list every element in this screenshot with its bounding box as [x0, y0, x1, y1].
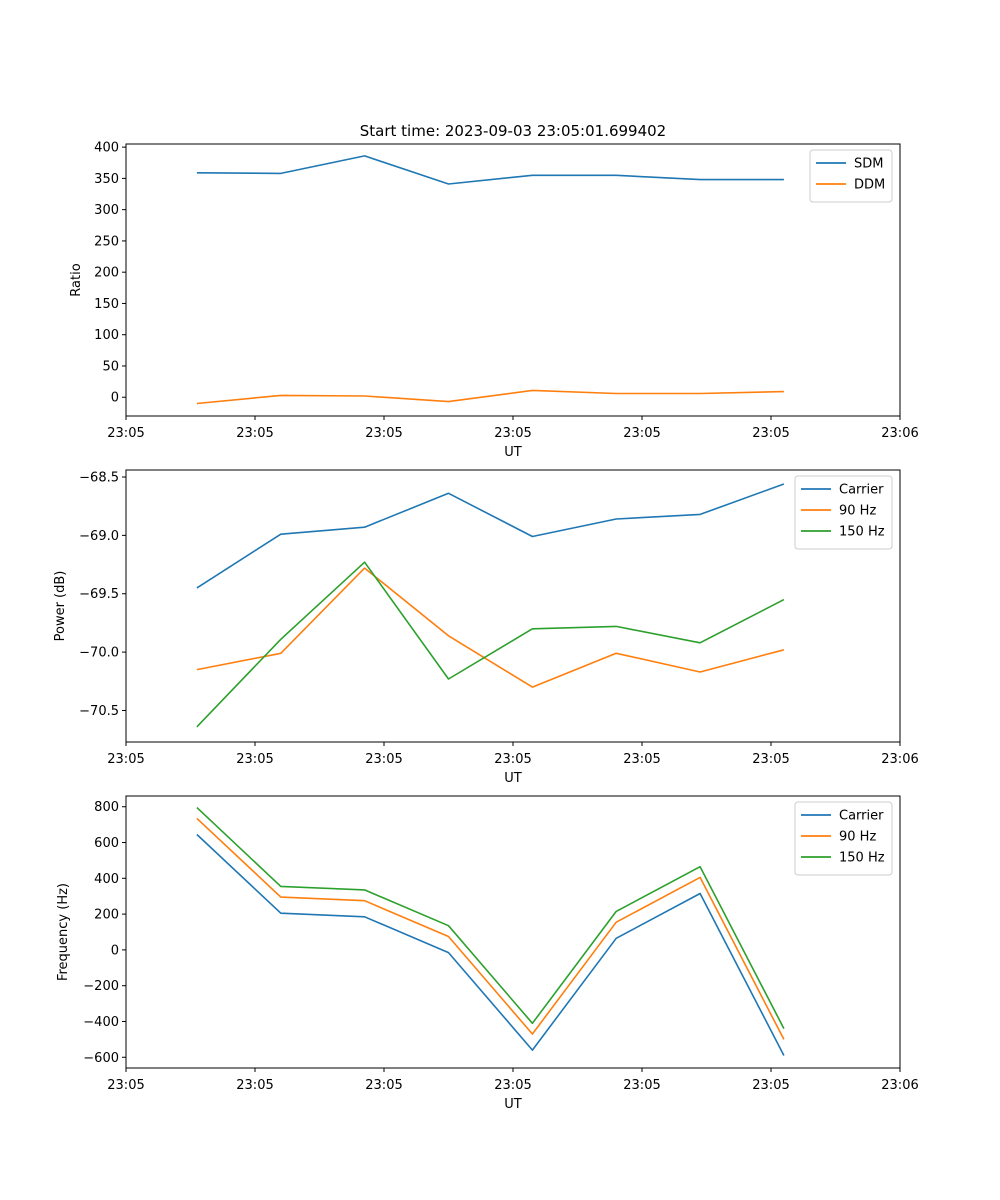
y-tick-label: 300	[94, 203, 119, 218]
y-tick-label: 0	[111, 391, 119, 406]
y-tick-label: −200	[83, 979, 119, 994]
x-axis-label: UT	[504, 771, 522, 786]
series-line-150-hz	[196, 561, 785, 728]
x-tick-label: 23:06	[881, 1078, 918, 1093]
y-tick-label: 100	[94, 328, 119, 343]
y-tick-label: 400	[94, 141, 119, 156]
y-tick-label: −70.0	[79, 646, 119, 661]
y-tick-label: −69.0	[79, 529, 119, 544]
legend-label: Carrier	[839, 809, 884, 824]
y-axis-label: Frequency (Hz)	[56, 883, 71, 981]
axes-frame	[125, 143, 901, 417]
y-tick-label: 800	[94, 800, 119, 815]
y-tick-label: 200	[94, 266, 119, 281]
axes-frame	[125, 469, 901, 743]
y-tick-label: 0	[111, 943, 119, 958]
series-line-ddm	[196, 389, 784, 405]
panel-2: 23:05 23:05 23:05 23:05 23:05 23:05 23:06 −70.5…	[53, 469, 919, 786]
y-tick-label: −400	[83, 1015, 119, 1030]
y-axis-label: Power (dB)	[53, 571, 68, 642]
y-tick-label: 150	[94, 297, 119, 312]
y-tick-label: −600	[83, 1051, 119, 1066]
x-tick-label: 23:05	[494, 1078, 531, 1093]
x-tick-label: 23:05	[752, 752, 789, 767]
legend-label: 90 Hz	[839, 830, 876, 845]
x-tick-label: 23:05	[236, 426, 273, 441]
y-tick-label: −69.5	[79, 587, 119, 602]
x-tick-label: 23:05	[623, 1078, 660, 1093]
x-tick-label: 23:06	[881, 426, 918, 441]
legend-label: 150 Hz	[839, 851, 885, 866]
x-tick-label: 23:05	[752, 426, 789, 441]
x-tick-label: 23:05	[107, 1078, 144, 1093]
y-tick-label: 50	[102, 359, 119, 374]
x-axis-label: UT	[504, 445, 522, 460]
figure-title: Start time: 2023-09-03 23:05:01.699402	[360, 122, 666, 140]
x-tick-label: 23:05	[365, 752, 402, 767]
x-axis-label: UT	[504, 1097, 522, 1112]
legend: SDM DDM	[809, 149, 893, 203]
x-tick-label: 23:05	[236, 1078, 273, 1093]
x-tick-label: 23:05	[107, 426, 144, 441]
series-line-150-hz	[196, 807, 785, 1029]
series-line-sdm	[196, 155, 784, 185]
legend-label: DDM	[854, 178, 885, 193]
series-line-90-hz	[196, 567, 785, 688]
y-tick-label: 400	[94, 872, 119, 887]
y-tick-label: −68.5	[79, 471, 119, 486]
series-line-carrier	[196, 833, 785, 1056]
legend-label: 90 Hz	[839, 504, 876, 519]
x-tick-label: 23:05	[236, 752, 273, 767]
x-tick-label: 23:05	[623, 426, 660, 441]
y-tick-label: 250	[94, 234, 119, 249]
x-tick-label: 23:05	[494, 752, 531, 767]
x-tick-label: 23:05	[752, 1078, 789, 1093]
series-line-90-hz	[196, 817, 785, 1040]
x-tick-label: 23:06	[881, 752, 918, 767]
y-tick-label: 200	[94, 908, 119, 923]
legend-label: Carrier	[839, 483, 884, 498]
series-line-carrier	[196, 483, 785, 589]
y-tick-label: 600	[94, 836, 119, 851]
y-tick-label: 350	[94, 172, 119, 187]
x-tick-label: 23:05	[623, 752, 660, 767]
x-tick-label: 23:05	[365, 1078, 402, 1093]
legend-label: SDM	[854, 157, 883, 172]
panel-3: 23:05 23:05 23:05 23:05 23:05 23:05 23:06 −600 −…	[56, 795, 919, 1112]
legend: Carrier 90 Hz 150 Hz	[794, 475, 893, 550]
x-tick-label: 23:05	[107, 752, 144, 767]
legend: Carrier 90 Hz 150 Hz	[794, 801, 893, 876]
x-tick-label: 23:05	[494, 426, 531, 441]
x-tick-label: 23:05	[365, 426, 402, 441]
panel-1: 23:05 23:05 23:05 23:05 23:05 23:05 23:06 0 50 10…	[69, 141, 919, 460]
legend-label: 150 Hz	[839, 525, 885, 540]
y-tick-label: −70.5	[79, 704, 119, 719]
y-axis-label: Ratio	[69, 263, 84, 296]
